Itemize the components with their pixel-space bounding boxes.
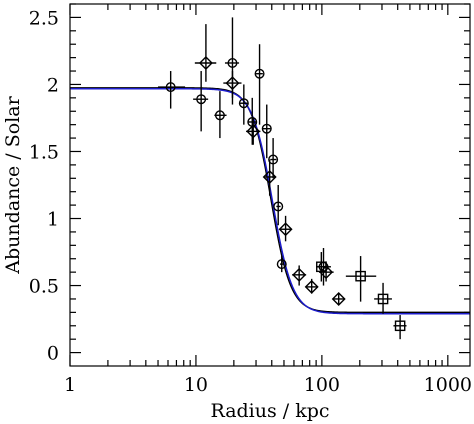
circle-marker bbox=[238, 98, 249, 109]
circle-marker bbox=[261, 123, 272, 134]
circle-marker bbox=[268, 154, 279, 165]
square-marker bbox=[394, 320, 406, 332]
circle-point bbox=[247, 97, 258, 145]
circle-point bbox=[276, 256, 287, 273]
y-tick-label: 2.5 bbox=[29, 7, 59, 29]
circle-point bbox=[254, 44, 265, 125]
diamond-point bbox=[246, 117, 261, 145]
x-tick-label: 1000 bbox=[424, 374, 472, 396]
diamond-point bbox=[292, 265, 307, 286]
circle-marker bbox=[227, 57, 238, 68]
diamond-marker bbox=[304, 279, 319, 294]
model-curves bbox=[70, 87, 470, 315]
circle-point bbox=[261, 104, 272, 159]
x-tick-label: 1 bbox=[64, 374, 76, 396]
y-axis-title: Abundance / Solar bbox=[2, 95, 24, 274]
model-curve bbox=[70, 87, 470, 315]
circle-point bbox=[214, 91, 227, 139]
y-tick-label: 1.5 bbox=[29, 141, 59, 163]
square-point bbox=[345, 256, 377, 302]
diamond-marker bbox=[198, 56, 213, 70]
diamond-point bbox=[262, 159, 277, 196]
axis-ticks bbox=[69, 3, 470, 366]
y-tick-label: 2 bbox=[47, 74, 59, 96]
model-curve bbox=[70, 87, 470, 314]
circle-point bbox=[238, 84, 249, 125]
diamond-marker bbox=[246, 124, 261, 139]
square-point bbox=[316, 252, 328, 282]
x-axis-title: Radius / kpc bbox=[210, 400, 329, 422]
y-tick-label: 1 bbox=[47, 209, 59, 231]
diamond-marker bbox=[292, 267, 307, 282]
circle-marker bbox=[276, 259, 287, 270]
diamond-marker bbox=[319, 265, 334, 280]
diamond-point bbox=[331, 291, 346, 306]
square-point bbox=[393, 315, 407, 340]
square-marker bbox=[377, 293, 389, 305]
circle-point bbox=[273, 185, 284, 226]
circle-point bbox=[268, 138, 279, 179]
square-marker bbox=[355, 270, 366, 282]
diamond-point bbox=[278, 215, 293, 242]
plot-frame bbox=[69, 3, 471, 367]
diamond-marker bbox=[331, 291, 346, 306]
diamond-marker bbox=[278, 222, 293, 237]
circle-marker bbox=[196, 94, 207, 105]
square-point bbox=[374, 282, 392, 314]
square-marker bbox=[316, 261, 327, 273]
diamond-marker bbox=[225, 76, 240, 91]
circle-marker bbox=[165, 82, 176, 93]
circle-marker bbox=[273, 201, 284, 212]
circle-marker bbox=[214, 110, 225, 121]
diamond-point bbox=[194, 24, 217, 82]
x-tick-label: 100 bbox=[304, 374, 340, 396]
x-tick-label: 10 bbox=[184, 374, 208, 396]
circle-point bbox=[158, 71, 186, 109]
y-tick-label: 0.5 bbox=[29, 276, 59, 298]
diamond-marker bbox=[262, 169, 277, 184]
data-points bbox=[158, 17, 407, 340]
diamond-point bbox=[223, 71, 242, 98]
diamond-point bbox=[304, 278, 319, 294]
tick-labels: 1 10 100 1000 0 0.5 1 1.5 2 2.5 bbox=[29, 7, 472, 396]
circle-marker bbox=[254, 68, 265, 79]
circle-point bbox=[193, 71, 209, 132]
y-tick-label: 0 bbox=[47, 343, 59, 365]
